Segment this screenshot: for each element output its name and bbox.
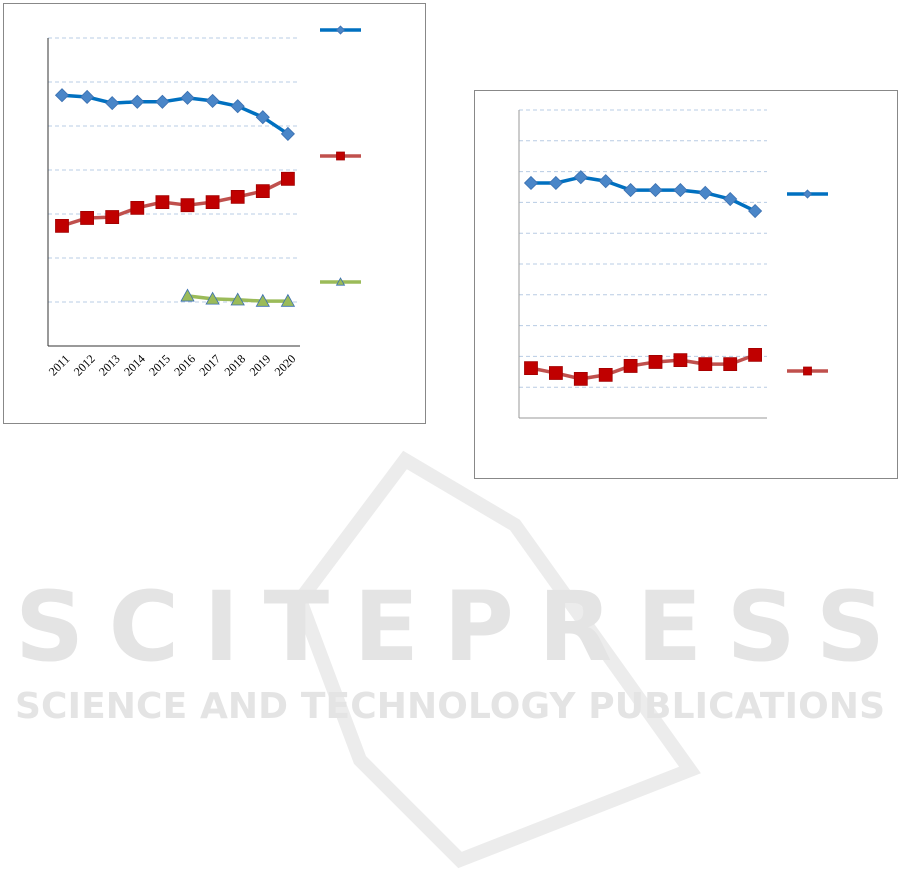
x-tick-label: 2011 — [46, 352, 73, 379]
marker — [698, 185, 713, 200]
chart-frame — [3, 3, 426, 424]
marker — [155, 195, 170, 210]
x-tick-label: 2017 — [196, 352, 223, 379]
x-tick-label: 2013 — [96, 352, 123, 379]
legend-marker — [335, 25, 346, 35]
marker — [598, 367, 613, 382]
marker — [673, 183, 688, 198]
marker — [548, 175, 563, 191]
marker — [698, 357, 713, 371]
watermark-subtitle: SCIENCE AND TECHNOLOGY PUBLICATIONS — [15, 686, 885, 727]
x-tick-label: 2015 — [146, 352, 173, 379]
marker — [623, 359, 638, 373]
marker — [80, 211, 94, 225]
marker — [280, 293, 296, 307]
series-line — [61, 177, 289, 228]
watermark: SCITEPRESS SCIENCE AND TECHNOLOGY PUBLIC… — [15, 450, 885, 869]
legend-marker — [803, 366, 812, 376]
marker — [55, 218, 69, 233]
marker — [255, 293, 270, 307]
marker — [230, 189, 245, 204]
marker — [748, 347, 762, 362]
x-tick-label: 2012 — [71, 352, 98, 379]
marker — [648, 355, 663, 369]
series-line — [531, 175, 756, 213]
marker — [523, 175, 539, 191]
watermark-logo — [292, 450, 701, 869]
marker — [280, 126, 295, 141]
marker — [155, 94, 170, 109]
marker — [255, 184, 270, 199]
marker — [623, 183, 638, 198]
marker — [80, 89, 95, 105]
marker — [205, 93, 220, 108]
marker — [180, 90, 195, 105]
marker — [723, 357, 738, 371]
marker — [205, 291, 220, 305]
marker — [54, 88, 70, 103]
x-tick-label: 2020 — [272, 352, 299, 379]
marker — [230, 99, 245, 114]
series-line — [530, 353, 756, 381]
x-tick-label: 2018 — [221, 352, 248, 379]
marker — [180, 198, 195, 213]
marker — [648, 183, 663, 198]
marker — [180, 288, 195, 302]
marker — [573, 371, 588, 386]
marker — [255, 110, 270, 125]
marker — [673, 353, 688, 367]
marker — [549, 366, 563, 380]
x-tick-label: 2019 — [247, 352, 274, 379]
watermark-title: SCITEPRESS — [15, 571, 885, 683]
x-tick-label: 2014 — [121, 352, 148, 379]
chart-frame — [474, 90, 898, 479]
x-tick-label: 2016 — [171, 352, 198, 379]
marker — [598, 174, 613, 189]
legend-marker — [335, 277, 346, 286]
marker — [130, 200, 145, 215]
marker — [205, 195, 220, 210]
marker — [723, 191, 738, 207]
marker — [573, 170, 588, 185]
marker — [105, 210, 120, 224]
legend-marker — [802, 189, 813, 199]
series-line — [61, 93, 289, 136]
marker — [524, 361, 538, 376]
marker — [748, 203, 763, 219]
marker — [281, 171, 295, 186]
marker — [130, 94, 145, 109]
marker — [105, 96, 120, 111]
legend-marker — [336, 151, 345, 161]
marker — [230, 292, 245, 306]
